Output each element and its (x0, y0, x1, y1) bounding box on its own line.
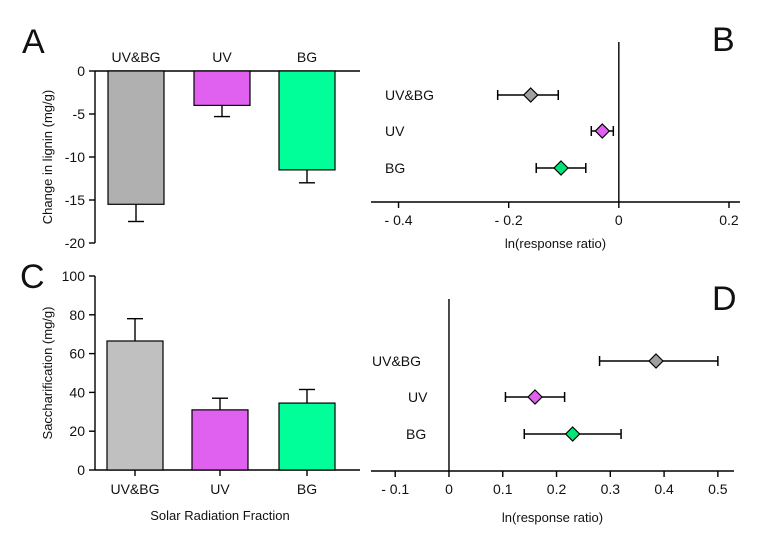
y-axis-title-c: Saccharification (mg/g) (40, 307, 55, 440)
y-tick-label-c: 100 (62, 268, 86, 284)
panel-letter-b: B (712, 21, 735, 59)
category-label-d: BG (406, 426, 426, 442)
x-tick-label-d: - 0.1 (381, 481, 409, 497)
category-label-a: BG (297, 49, 317, 65)
y-tick-label-a: -10 (65, 149, 85, 165)
y-axis-title-a: Change in lignin (mg/g) (40, 90, 55, 224)
x-tick-label-b: 0.2 (719, 212, 739, 228)
category-label-d: UV (408, 389, 428, 405)
x-tick-label-d: 0 (445, 481, 453, 497)
category-label-b: UV&BG (385, 87, 434, 103)
category-label-d: UV&BG (372, 353, 421, 369)
bar-c-uv-bg (106, 340, 164, 471)
y-tick-label-a: -15 (65, 192, 85, 208)
bar-c-bg (278, 402, 336, 471)
bar-a-bg (278, 70, 336, 171)
x-tick-label-d: 0.4 (654, 481, 674, 497)
category-label-b: BG (385, 160, 405, 176)
category-label-c: UV&BG (110, 481, 159, 497)
y-tick-label-c: 40 (69, 384, 85, 400)
x-tick-label-b: - 0.2 (495, 212, 523, 228)
y-tick-label-a: 0 (77, 63, 85, 79)
panel-letter-c: C (20, 258, 45, 296)
category-label-c: UV (210, 481, 230, 497)
x-tick-label-d: 0.1 (493, 481, 513, 497)
point-b-uv-bg (522, 87, 539, 103)
chart-c: 0 20 40 60 80 100 UV&BG UV BG Solar Radiation Fra… (40, 268, 360, 523)
point-d-bg (564, 426, 581, 442)
x-tick-label-b: 0 (615, 212, 623, 228)
x-tick-label-d: 0.2 (547, 481, 567, 497)
x-axis-title-b: ln(response ratio) (505, 236, 606, 251)
point-d-uv-bg (648, 353, 664, 369)
x-tick-label-b: - 0.4 (385, 212, 413, 228)
y-tick-label-a: -20 (65, 235, 85, 251)
category-label-b: UV (385, 123, 405, 139)
category-label-a: UV (212, 49, 232, 65)
bar-a-uv (193, 70, 251, 107)
chart-b: - 0.4 - 0.2 0 0.2 ln(response ratio) UV&BG UV B… (371, 42, 740, 251)
bar-a-uv-bg (107, 70, 165, 205)
y-tick-label-c: 80 (69, 307, 85, 323)
panel-letter-d: D (712, 280, 737, 318)
point-b-uv (594, 123, 611, 139)
panel-letter-a: A (22, 23, 45, 61)
point-b-bg (553, 160, 569, 176)
x-axis-title-c: Solar Radiation Fraction (150, 508, 289, 523)
category-label-a: UV&BG (111, 49, 160, 65)
point-d-uv (527, 389, 543, 405)
bar-c-uv (191, 409, 249, 471)
y-tick-label-a: -5 (73, 106, 86, 122)
y-tick-label-c: 0 (77, 462, 85, 478)
y-tick-label-c: 20 (69, 423, 85, 439)
chart-d: - 0.1 0 0.1 0.2 0.3 0.4 0.5 ln(response ratio) U… (371, 299, 734, 525)
category-label-c: BG (297, 481, 317, 497)
chart-a: 0 -5 -10 -15 -20 UV&BG UV BG Change in lignin (m… (40, 49, 360, 251)
y-tick-label-c: 60 (69, 346, 85, 362)
x-axis-title-d: ln(response ratio) (502, 510, 603, 525)
x-tick-label-d: 0.3 (601, 481, 621, 497)
x-tick-label-d: 0.5 (708, 481, 728, 497)
